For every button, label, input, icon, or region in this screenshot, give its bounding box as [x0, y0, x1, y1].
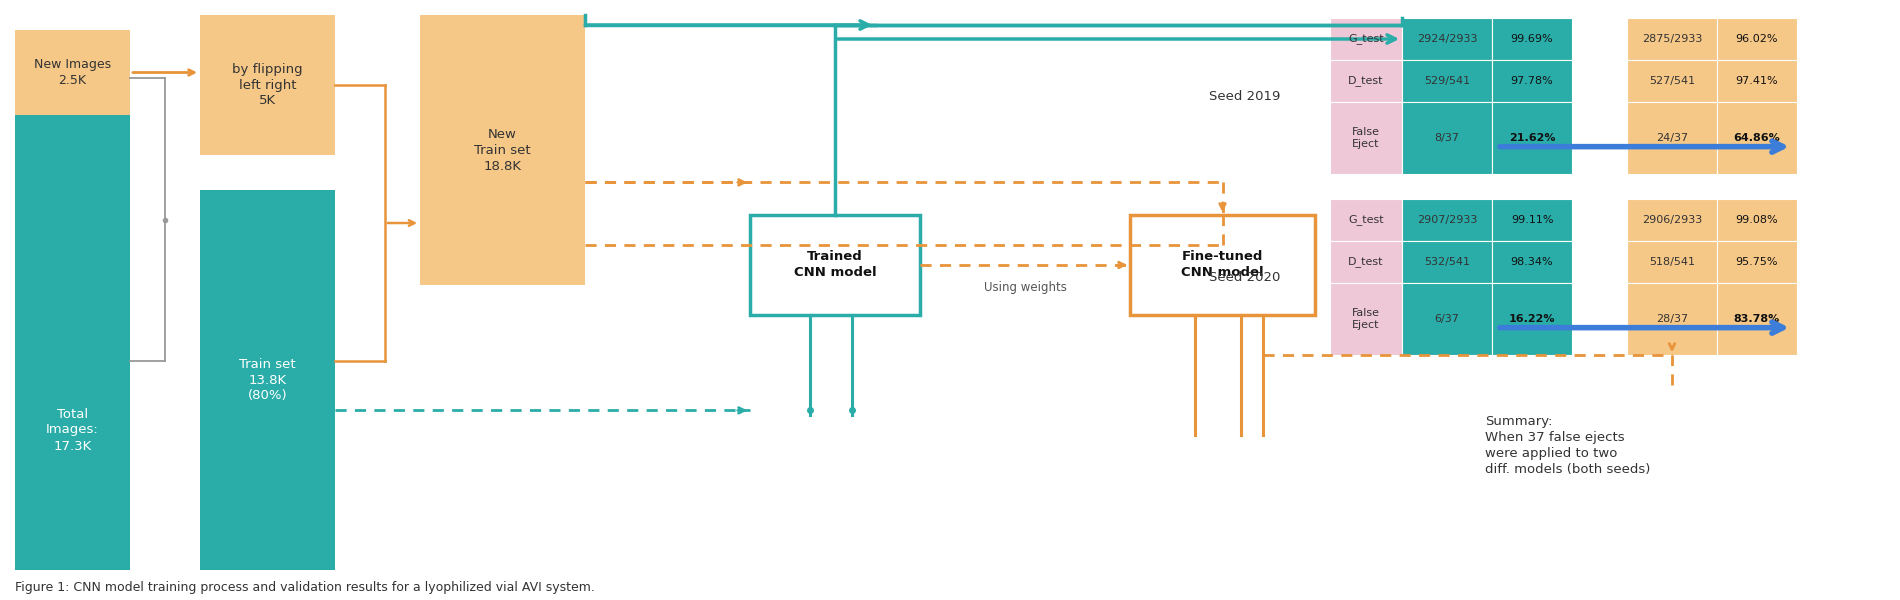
FancyBboxPatch shape — [1402, 60, 1492, 102]
FancyBboxPatch shape — [1718, 60, 1797, 102]
FancyBboxPatch shape — [1718, 102, 1797, 174]
Text: by flipping
left right
5K: by flipping left right 5K — [232, 62, 302, 107]
FancyBboxPatch shape — [1402, 283, 1492, 355]
Text: 24/37: 24/37 — [1657, 133, 1687, 143]
FancyBboxPatch shape — [1330, 241, 1402, 283]
FancyBboxPatch shape — [1718, 18, 1797, 60]
Text: G_test: G_test — [1349, 215, 1383, 226]
Text: Seed 2020: Seed 2020 — [1208, 271, 1281, 284]
FancyBboxPatch shape — [1402, 102, 1492, 174]
FancyBboxPatch shape — [1626, 241, 1718, 283]
Text: 6/37: 6/37 — [1434, 314, 1459, 324]
Text: Total
Images:
17.3K: Total Images: 17.3K — [46, 407, 99, 452]
Text: 8/37: 8/37 — [1434, 133, 1459, 143]
Text: Figure 1: CNN model training process and validation results for a lyophilized vi: Figure 1: CNN model training process and… — [15, 581, 595, 595]
Text: 527/541: 527/541 — [1649, 76, 1695, 86]
Text: 97.78%: 97.78% — [1510, 76, 1554, 86]
FancyBboxPatch shape — [1718, 241, 1797, 283]
FancyBboxPatch shape — [1402, 199, 1492, 241]
FancyBboxPatch shape — [15, 30, 129, 115]
FancyBboxPatch shape — [1626, 283, 1718, 355]
Text: Summary:
When 37 false ejects
were applied to two
diff. models (both seeds): Summary: When 37 false ejects were appli… — [1486, 415, 1651, 475]
FancyBboxPatch shape — [200, 190, 334, 570]
Text: 97.41%: 97.41% — [1737, 76, 1778, 86]
FancyBboxPatch shape — [1330, 102, 1402, 174]
Text: Seed 2019: Seed 2019 — [1208, 89, 1281, 103]
Text: New Images
2.5K: New Images 2.5K — [34, 58, 110, 87]
Text: 64.86%: 64.86% — [1733, 133, 1780, 143]
FancyBboxPatch shape — [1492, 60, 1571, 102]
FancyBboxPatch shape — [1402, 241, 1492, 283]
Text: 2875/2933: 2875/2933 — [1642, 34, 1702, 44]
Text: D_test: D_test — [1349, 76, 1383, 86]
Text: 2906/2933: 2906/2933 — [1642, 215, 1702, 225]
FancyBboxPatch shape — [1626, 60, 1718, 102]
Text: G_test: G_test — [1349, 34, 1383, 44]
Text: Train set
13.8K
(80%): Train set 13.8K (80%) — [239, 358, 296, 403]
Text: 99.08%: 99.08% — [1737, 215, 1778, 225]
Text: Fine-tuned
CNN model: Fine-tuned CNN model — [1182, 251, 1264, 280]
Text: 529/541: 529/541 — [1423, 76, 1471, 86]
FancyBboxPatch shape — [1492, 283, 1571, 355]
FancyBboxPatch shape — [1626, 199, 1718, 241]
FancyBboxPatch shape — [750, 215, 920, 315]
FancyBboxPatch shape — [1718, 283, 1797, 355]
Text: 98.34%: 98.34% — [1510, 257, 1554, 267]
FancyBboxPatch shape — [1130, 215, 1315, 315]
FancyBboxPatch shape — [1626, 102, 1718, 174]
FancyBboxPatch shape — [1626, 18, 1718, 60]
Text: 95.75%: 95.75% — [1737, 257, 1778, 267]
Text: 2924/2933: 2924/2933 — [1417, 34, 1478, 44]
FancyBboxPatch shape — [420, 15, 585, 285]
FancyBboxPatch shape — [1330, 60, 1402, 102]
Text: Using weights: Using weights — [984, 280, 1066, 293]
FancyBboxPatch shape — [1402, 18, 1492, 60]
FancyBboxPatch shape — [1492, 241, 1571, 283]
Text: Trained
CNN model: Trained CNN model — [794, 251, 876, 280]
Text: 21.62%: 21.62% — [1509, 133, 1556, 143]
FancyBboxPatch shape — [1330, 18, 1402, 60]
FancyBboxPatch shape — [1330, 283, 1402, 355]
Text: 96.02%: 96.02% — [1737, 34, 1778, 44]
Text: 532/541: 532/541 — [1423, 257, 1471, 267]
Text: 99.11%: 99.11% — [1510, 215, 1554, 225]
FancyBboxPatch shape — [200, 15, 334, 155]
FancyBboxPatch shape — [1492, 102, 1571, 174]
Text: 99.69%: 99.69% — [1510, 34, 1554, 44]
FancyBboxPatch shape — [1330, 199, 1402, 241]
FancyBboxPatch shape — [1492, 18, 1571, 60]
Text: 28/37: 28/37 — [1657, 314, 1687, 324]
Text: 518/541: 518/541 — [1649, 257, 1695, 267]
Text: New
Train set
18.8K: New Train set 18.8K — [475, 127, 530, 173]
Text: False
Eject: False Eject — [1353, 308, 1379, 330]
Text: D_test: D_test — [1349, 257, 1383, 268]
Text: 16.22%: 16.22% — [1509, 314, 1556, 324]
Text: 2907/2933: 2907/2933 — [1417, 215, 1476, 225]
Text: 83.78%: 83.78% — [1735, 314, 1780, 324]
FancyBboxPatch shape — [1718, 199, 1797, 241]
FancyBboxPatch shape — [15, 45, 129, 570]
FancyBboxPatch shape — [1492, 199, 1571, 241]
Text: False
Eject: False Eject — [1353, 127, 1379, 149]
